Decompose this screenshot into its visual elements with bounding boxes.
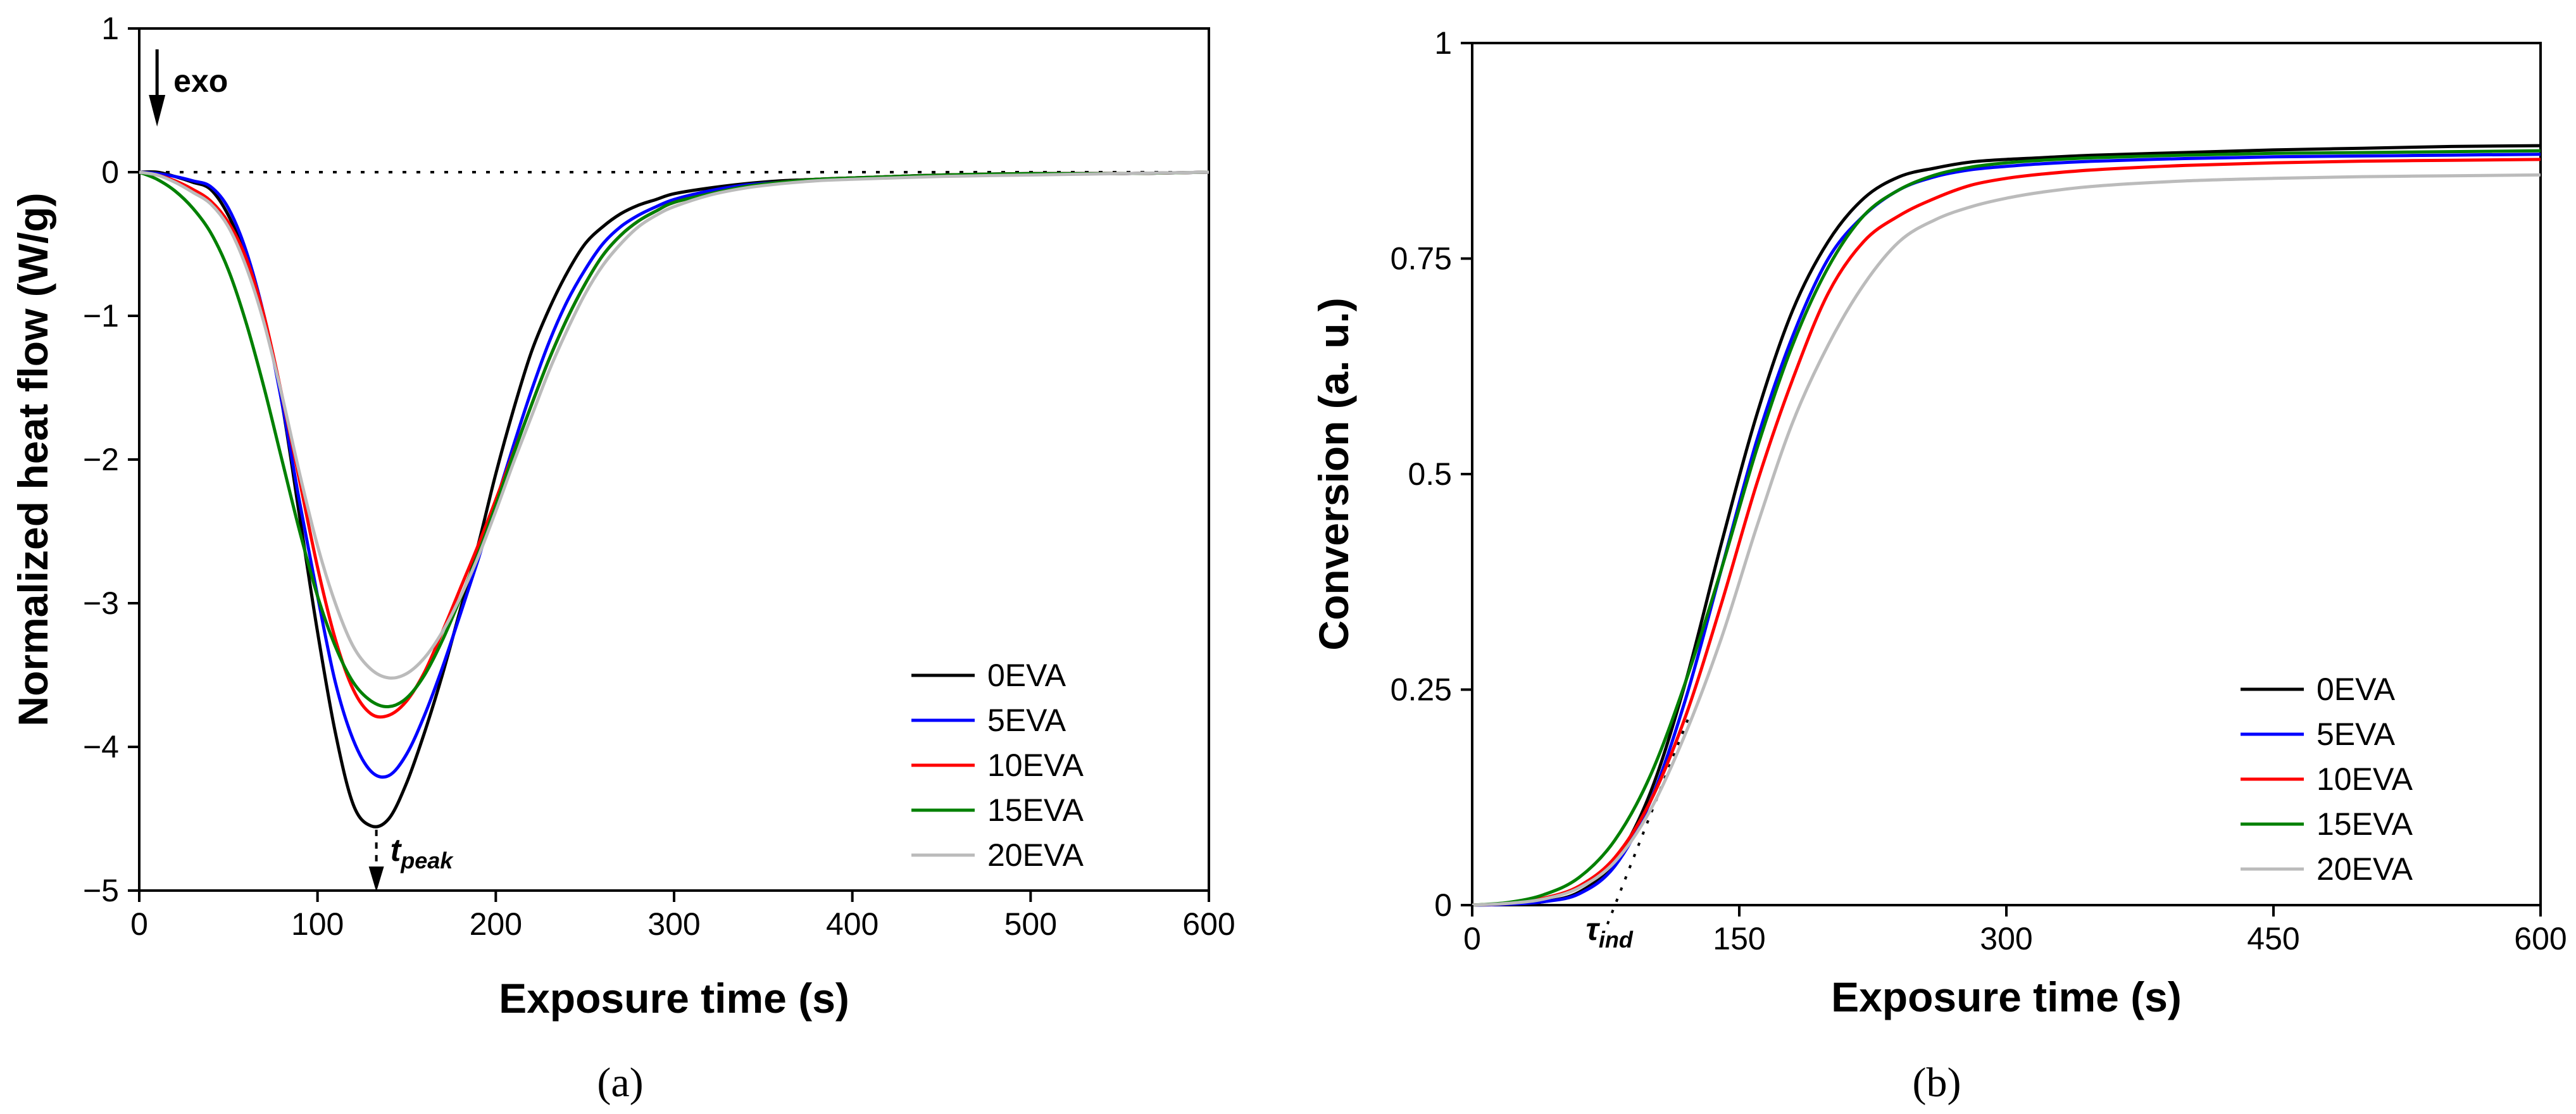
curves-b: [1472, 144, 2541, 907]
legend-label-0EVA: 0EVA: [987, 658, 1066, 693]
y-tick-label-a: 0: [101, 154, 119, 190]
x-tick-label-a: 100: [291, 906, 344, 942]
x-tick-label-b: 0: [1463, 921, 1481, 956]
panel-label-b: (b): [1913, 1060, 1961, 1106]
legend-label-20EVA: 20EVA: [987, 837, 1084, 873]
y-tick-label-a: −3: [83, 585, 119, 621]
tau-ind-label-sub: ind: [1599, 927, 1634, 953]
series-line-20EVA: [1472, 173, 2541, 907]
x-tick-label-a: 600: [1182, 906, 1235, 942]
exo-label: exo: [173, 63, 228, 99]
legend-label-15EVA: 15EVA: [987, 792, 1084, 828]
induction-tangent-line: [1606, 715, 1691, 925]
annotations-a: exo tpeak: [149, 49, 454, 892]
x-tick-label-b: 600: [2514, 921, 2567, 956]
tau-ind-label: τind: [1585, 911, 1633, 953]
x-axis-title-b: Exposure time (s): [1831, 973, 2182, 1020]
y-axis-title-b: Conversion (a. u.): [1310, 297, 1357, 650]
series-line-10EVA: [1472, 158, 2541, 907]
y-tick-label-a: −2: [83, 442, 119, 477]
legend-b: 0EVA 5EVA 10EVA 15EVA 20EVA: [2241, 672, 2413, 887]
legend-label-5EVA: 5EVA: [987, 703, 1066, 738]
panel-b: 0 150 300 450 600 0 0.25 0.5 0.75 1 τind 0EVA 5EVA…: [1310, 25, 2567, 1106]
exo-arrowhead-icon: [149, 95, 166, 127]
x-tick-label-b: 300: [1980, 921, 2032, 956]
legend-a: 0EVA 5EVA 10EVA 15EVA 20EVA: [911, 658, 1084, 873]
x-tick-label-a: 400: [826, 906, 878, 942]
legend-label-5EVA: 5EVA: [2317, 717, 2396, 752]
tpeak-label-main: t: [391, 832, 403, 868]
x-tick-label-a: 500: [1004, 906, 1057, 942]
series-line-15EVA: [139, 170, 1210, 709]
series-line-10EVA: [139, 170, 1210, 719]
series-line-20EVA: [139, 170, 1210, 680]
panel-a: 0 100 200 300 400 500 600 −5 −4 −3 −2 −1 0 1 exo tpea…: [9, 11, 1235, 1106]
axis-ticks-b: 0 150 300 450 600 0 0.25 0.5 0.75 1: [1391, 25, 2567, 956]
y-tick-label-a: −1: [83, 298, 119, 334]
y-tick-label-b: 0: [1434, 887, 1452, 923]
x-tick-label-b: 450: [2247, 921, 2299, 956]
series-line-15EVA: [1472, 149, 2541, 907]
y-tick-label-b: 0.5: [1408, 456, 1452, 492]
x-tick-label-a: 300: [647, 906, 700, 942]
legend-label-10EVA: 10EVA: [2317, 761, 2413, 797]
x-tick-label-a: 0: [130, 906, 148, 942]
x-axis-title-a: Exposure time (s): [499, 975, 849, 1022]
y-tick-label-b: 0.25: [1391, 672, 1452, 708]
y-tick-label-b: 0.75: [1391, 241, 1452, 277]
y-tick-label-b: 1: [1434, 25, 1452, 61]
legend-label-0EVA: 0EVA: [2317, 672, 2396, 707]
y-axis-title-a: Normalized heat flow (W/g): [9, 192, 56, 726]
legend-label-20EVA: 20EVA: [2317, 851, 2413, 887]
y-tick-label-a: 1: [101, 11, 119, 46]
legend-label-10EVA: 10EVA: [987, 748, 1084, 783]
tau-ind-label-main: τ: [1585, 911, 1600, 947]
legend-label-15EVA: 15EVA: [2317, 806, 2413, 842]
tpeak-label: tpeak: [391, 832, 454, 873]
tpeak-label-sub: peak: [400, 848, 454, 873]
axis-ticks-a: 0 100 200 300 400 500 600 −5 −4 −3 −2 −1 0 1: [83, 11, 1235, 942]
y-tick-label-a: −5: [83, 873, 119, 908]
panel-label-a: (a): [597, 1060, 643, 1106]
x-tick-label-b: 150: [1713, 921, 1765, 956]
y-tick-label-a: −4: [83, 729, 119, 765]
x-tick-label-a: 200: [470, 906, 522, 942]
tpeak-arrowhead-icon: [368, 867, 384, 892]
curves-a: [139, 170, 1210, 829]
